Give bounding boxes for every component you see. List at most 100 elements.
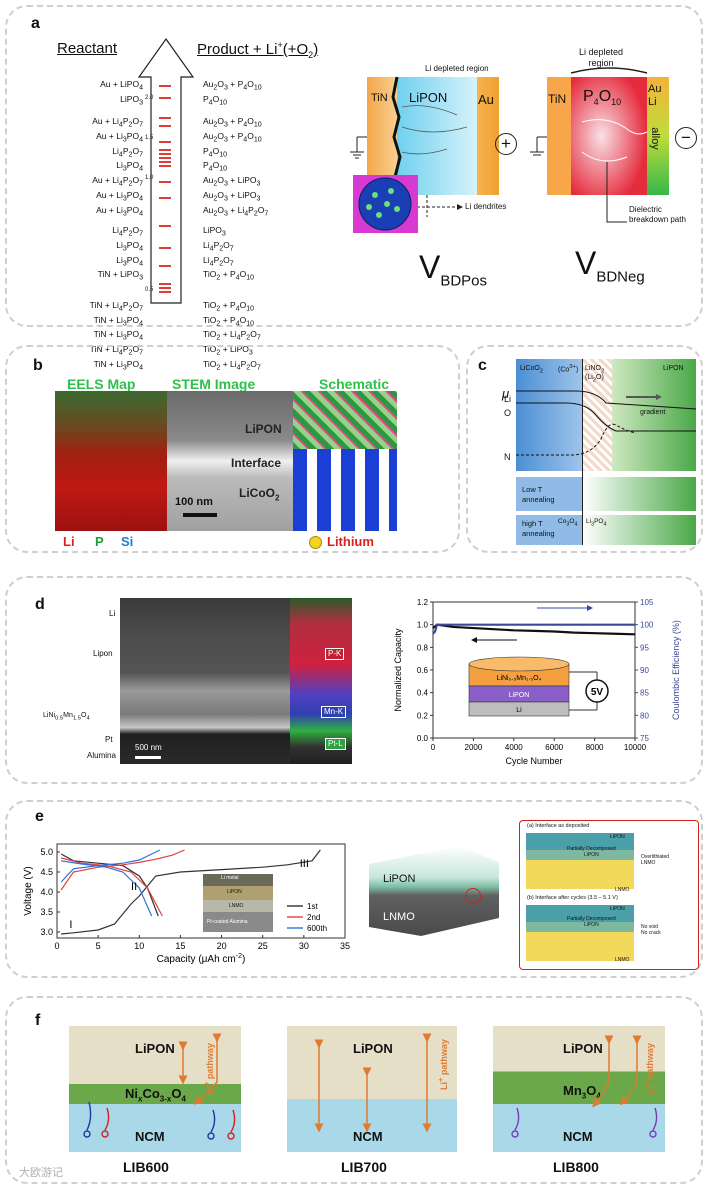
legend-label: 2nd [307,913,320,922]
x-tick-label: 25 [258,941,268,951]
x-tick-label: 0 [54,941,59,951]
box-a-partial: Partially Decomposed LiPON [567,846,616,858]
y-tick-label: 3.0 [40,927,53,937]
inset-alumina: Pt-coated Alumina [207,919,248,925]
y2-tick-label: 95 [640,643,649,652]
y2-tick-label: 80 [640,711,649,720]
y2-axis-label: Coulombic Efficiency (%) [671,620,681,720]
c-lipon: LiPON [663,365,684,372]
li-dendrites-label: Li dendrites [465,202,507,211]
inset-li-metal: Li metal [221,875,239,881]
c-low-t: Low T annealing [522,485,555,504]
panel-b: b EELS Map STEM Image Schematic LiPON In… [5,345,460,553]
inset-top [468,656,570,672]
box-b-lnmo: LNMO [615,957,630,963]
lib600-layer: NixCo3-xO4 [125,1086,186,1104]
li-depleted-label-pos: Li depleted region [425,64,489,73]
layer-li: Li [109,609,116,618]
y-tick-label: 3.5 [40,907,53,917]
c-li3po4: Li3PO4 [586,518,607,528]
y2-tick-label: 90 [640,666,649,675]
panel-f-label: f [35,1012,41,1029]
stem-title: STEM Image [172,376,256,392]
tin-label-pos: TiN [371,92,388,104]
lib600-ncm: NCM [135,1129,165,1144]
efficiency-arrow-head [587,605,593,611]
inset-lipon: LiPON [227,889,242,895]
vbd-pos: VBDPos [419,249,488,290]
energy-diagram [516,359,696,545]
x-tick-label: 2000 [465,743,483,752]
layer-lipon: Lipon [93,649,113,658]
stem-image [167,391,293,531]
y-tick-label: 4.5 [40,867,53,877]
box-b-lipon: LiPON [610,906,625,912]
chart-e: 0 5 10 15 20 25 30 35 3.0 3.5 4.0 4.5 5.0 Capacity (μ… [23,843,350,965]
box-b-partial: Partially Decomposed LiPON [567,916,616,928]
cross-section-image [120,598,290,764]
plus-terminal: + [495,133,517,155]
panel-c-label: c [478,357,487,374]
terrain-lnmo: LNMO [383,911,415,923]
cross-section-scale: 500 nm [135,743,162,752]
inset-badge-label: 5V [591,687,604,698]
x-axis-label: Capacity (μAh cm-2) [157,953,246,965]
reactant-labels: Au + LiPO4 LiPO3 Au + Li4P2O7 Au + Li3PO… [89,79,143,372]
p4o10-label: P4O10 [583,88,622,108]
y2-tick-label: 105 [640,598,654,607]
efficiency-line [432,623,635,635]
negative-breakdown-schematic [530,67,669,223]
schematic-title: Schematic [319,376,390,392]
region-label-iii: III [300,858,309,870]
legend-li: Li [63,534,75,549]
x-tick-label: 5 [96,941,101,951]
minus-terminal: − [675,127,697,149]
y-axis-label: Normalized Capacity [393,628,403,712]
series-line [60,849,185,891]
c-gradient: gradient [640,409,666,416]
c-o: O [504,408,512,418]
lipon-label: LiPON [409,90,448,105]
box-a-lipon: LiPON [610,834,625,840]
cross-section-map [290,598,352,764]
region-label-i: I [69,919,72,931]
scale-tick: 0.5 [145,287,154,293]
x-tick-label: 6000 [545,743,563,752]
eels-title: EELS Map [67,376,136,392]
y-tick-label: 0.8 [417,643,429,652]
product-title: Product + Li+(+O2) [197,40,319,60]
terrain-lipon: LiPON [383,873,416,885]
series-line [61,849,321,935]
series-line [61,860,153,917]
c-high-t: high T annealing [522,519,555,538]
box-a-lnmo: LNMO [615,887,630,893]
stem-scale: 100 nm [175,496,213,508]
stem-lipon: LiPON [245,422,282,436]
product-labels: Au2O3 + P4O10 P4O10 Au2O3 + P4O10 Au2O3 … [203,79,269,372]
y-axis-label: Voltage (V) [23,866,34,915]
box-b-novoid: No void No crack [641,924,661,936]
y-tick-label: 1.2 [417,598,429,607]
map-label-mnk: Mn-K [321,706,347,718]
plot-frame [56,843,346,939]
layer-pt: Pt [105,735,113,744]
lib800-ncm: NCM [563,1129,593,1144]
panel-c: c μ LiCoO2 (Co3+) LiNO2 (Li2O) LiPON Li … [466,345,703,553]
legend-label: 1st [307,902,318,911]
lib700-ncm: NCM [353,1129,383,1144]
voltage-scale-arrow [137,37,195,304]
panel-e-label: e [35,808,44,825]
positive-breakdown-schematic [350,76,499,233]
chart-d: 0 2000 4000 6000 8000 10000 0.0 0.2 0.4 0.6 0.8 1.0… [393,598,681,766]
region-label-ii: II [131,881,137,893]
series-line [60,857,163,917]
inset-layer [468,701,570,717]
cross-section-scale-bar [135,756,161,759]
au-label: Au [478,92,494,107]
panel-d: d Li Lipon LiNi0.5Mn1.5O4 Pt Alumina 500… [5,576,703,784]
x-tick-label: 4000 [505,743,523,752]
lib700-lipon: LiPON [353,1041,393,1056]
box-a-overlith: Overlithiated LNMO [641,854,670,866]
y2-tick-label: 100 [640,621,654,630]
au-li-label: Au Li [648,83,662,108]
